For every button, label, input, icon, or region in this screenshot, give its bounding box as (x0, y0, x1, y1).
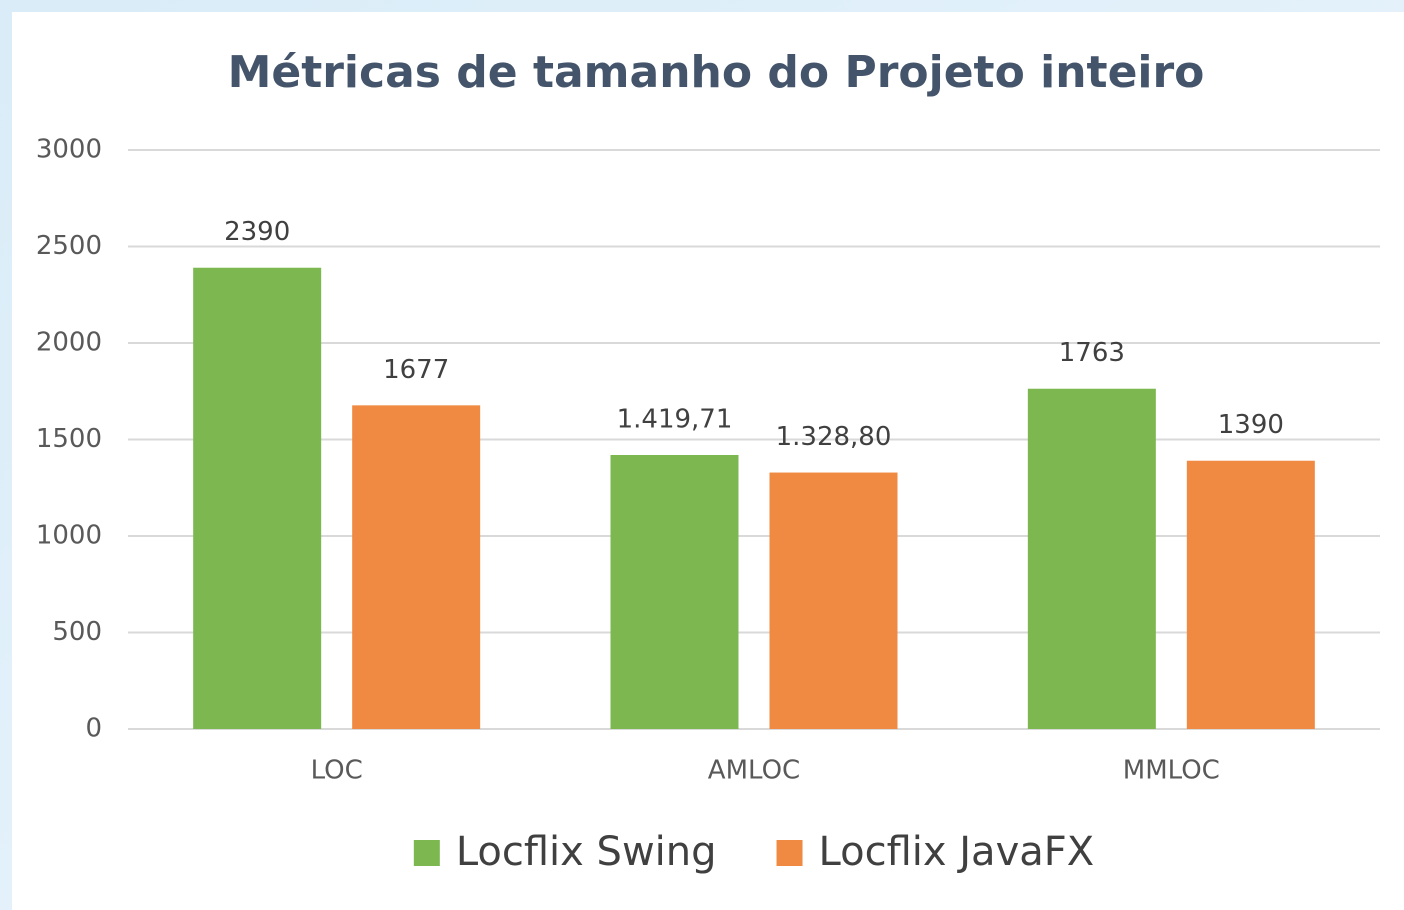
y-tick-label: 2000 (36, 328, 102, 358)
y-tick-label: 3000 (36, 135, 102, 165)
bar (610, 454, 739, 729)
bar (769, 472, 898, 729)
data-label: 1390 (1218, 410, 1284, 440)
x-tick-label: AMLOC (708, 756, 800, 786)
data-label: 1677 (383, 355, 449, 385)
y-tick-label: 1000 (36, 521, 102, 551)
data-label: 1.328,80 (776, 422, 892, 452)
chart-title: Métricas de tamanho do Projeto inteiro (228, 47, 1205, 98)
y-tick-label: 0 (85, 714, 102, 744)
legend-label: Locflix JavaFX (819, 829, 1095, 875)
legend-swatch (413, 840, 440, 866)
legend-label: Locflix Swing (456, 829, 717, 875)
legend-swatch (776, 840, 803, 866)
bar (1186, 460, 1315, 729)
y-tick-label: 1500 (36, 424, 102, 454)
bar (1027, 388, 1156, 729)
data-label: 2390 (224, 217, 290, 247)
y-tick-label: 500 (52, 617, 102, 647)
x-tick-label: LOC (311, 756, 363, 786)
data-label: 1.419,71 (617, 404, 733, 434)
x-tick-label: MMLOC (1123, 756, 1220, 786)
bar (352, 405, 481, 729)
data-label: 1763 (1059, 338, 1125, 368)
bar (193, 267, 322, 729)
y-tick-label: 2500 (36, 231, 102, 261)
